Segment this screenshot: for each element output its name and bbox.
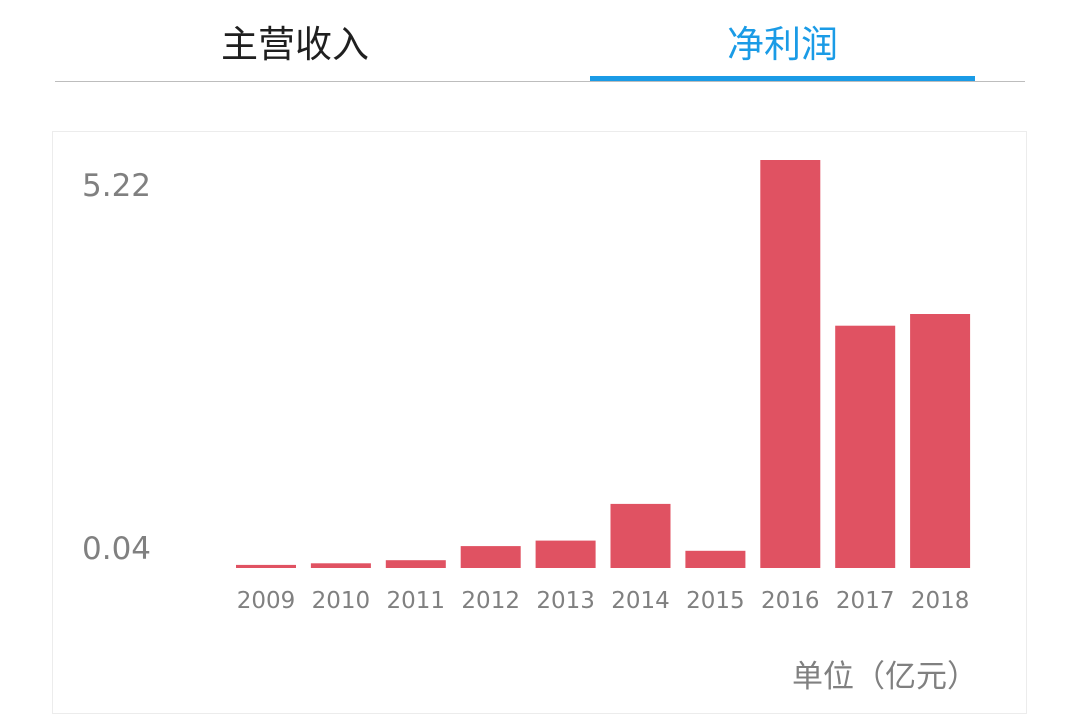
bar-2012 — [460, 546, 521, 568]
bar-2010 — [310, 563, 371, 568]
bar-2015 — [685, 550, 746, 568]
bar-2014 — [610, 503, 671, 568]
bar-2013 — [535, 540, 596, 568]
chart-card: 2009 2010 2011 2012 2013 2014 2015 2016 2017 2018… — [52, 131, 1027, 714]
bar-2017 — [835, 325, 896, 568]
tab-bar: 主营收入 净利润 — [55, 0, 1025, 84]
y-tick-label-min: 0.04 — [82, 531, 151, 567]
tab-net-profit[interactable]: 净利润 — [727, 23, 838, 66]
bar-2011 — [385, 560, 446, 568]
x-tick-label-2010: 2010 — [312, 588, 371, 614]
tab-divider — [55, 81, 1025, 82]
x-tick-label-2013: 2013 — [536, 588, 595, 614]
bar-2016 — [760, 160, 821, 568]
x-tick-label-2017: 2017 — [836, 588, 895, 614]
unit-label: 单位（亿元） — [792, 659, 978, 695]
y-tick-label-max: 5.22 — [82, 168, 151, 204]
x-tick-label-2009: 2009 — [237, 588, 296, 614]
x-tick-label-2015: 2015 — [686, 588, 745, 614]
x-tick-label-2016: 2016 — [761, 588, 820, 614]
tab-main-revenue[interactable]: 主营收入 — [221, 23, 369, 66]
bar-chart: 2009 2010 2011 2012 2013 2014 2015 2016 2017 2018… — [82, 160, 978, 695]
bar-2009 — [236, 564, 296, 568]
x-tick-label-2014: 2014 — [611, 588, 670, 614]
bar-2018 — [910, 314, 971, 568]
x-tick-label-2012: 2012 — [461, 588, 520, 614]
x-tick-label-2018: 2018 — [911, 588, 970, 614]
x-tick-label-2011: 2011 — [387, 588, 446, 614]
active-tab-indicator — [590, 76, 975, 82]
